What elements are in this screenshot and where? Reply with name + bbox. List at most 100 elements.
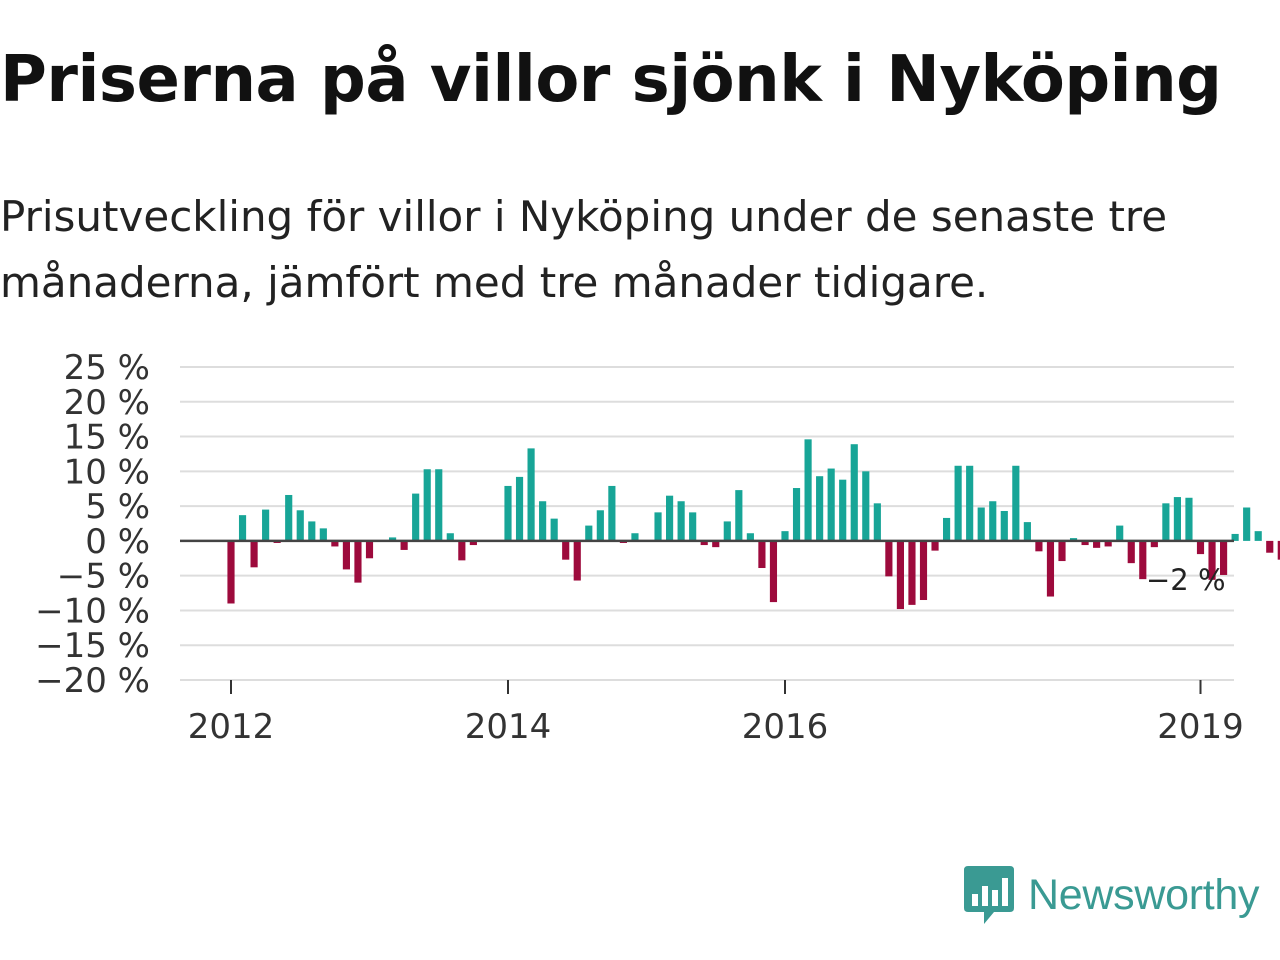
bar bbox=[527, 448, 535, 541]
y-tick-label: 0 % bbox=[85, 522, 150, 562]
bar bbox=[1058, 540, 1066, 562]
bar bbox=[389, 537, 397, 541]
bar bbox=[319, 528, 327, 541]
y-tick-label: 5 % bbox=[85, 487, 150, 527]
bar bbox=[331, 540, 339, 547]
bar bbox=[1127, 540, 1135, 564]
bar bbox=[954, 465, 962, 541]
bar bbox=[262, 509, 270, 541]
bar bbox=[989, 501, 997, 541]
gridlines bbox=[180, 366, 1234, 681]
bar bbox=[1046, 540, 1055, 597]
x-tick-label: 2014 bbox=[465, 707, 552, 747]
bar-series bbox=[227, 439, 1280, 610]
y-tick-label: 25 % bbox=[64, 348, 150, 388]
bar bbox=[1208, 540, 1216, 580]
bar bbox=[873, 503, 881, 541]
bar bbox=[1196, 540, 1205, 555]
bar bbox=[931, 540, 939, 551]
y-tick-label: 10 % bbox=[64, 452, 150, 492]
bar bbox=[723, 521, 731, 541]
bar bbox=[1116, 525, 1124, 541]
bar bbox=[1243, 507, 1251, 541]
bar bbox=[839, 479, 847, 541]
bar bbox=[573, 540, 581, 581]
bar bbox=[469, 540, 477, 546]
bar bbox=[308, 521, 316, 541]
bar bbox=[850, 444, 858, 541]
y-tick-label: −20 % bbox=[35, 661, 150, 701]
bar bbox=[827, 468, 835, 541]
bar bbox=[654, 512, 662, 541]
bar bbox=[238, 515, 247, 541]
bar bbox=[700, 540, 708, 546]
bar bbox=[1150, 540, 1158, 548]
bar bbox=[458, 540, 466, 561]
bar bbox=[1093, 540, 1101, 548]
bar bbox=[1231, 533, 1239, 541]
bar bbox=[585, 525, 593, 541]
bar bbox=[1000, 510, 1008, 541]
bar bbox=[1162, 503, 1170, 541]
bar bbox=[412, 493, 420, 541]
bar bbox=[908, 540, 916, 605]
bar bbox=[1012, 465, 1020, 541]
bar bbox=[631, 533, 639, 541]
brand-name: Newsworthy bbox=[1028, 870, 1260, 919]
bar bbox=[400, 540, 408, 550]
chart-subtitle: Prisutveckling för villor i Nyköping und… bbox=[0, 192, 1168, 307]
bar bbox=[285, 494, 293, 541]
y-tick-label: −10 % bbox=[35, 591, 150, 631]
bar bbox=[896, 540, 904, 610]
bar bbox=[758, 540, 766, 569]
bar bbox=[562, 540, 570, 560]
bar bbox=[919, 540, 928, 601]
bar bbox=[804, 439, 812, 541]
bar bbox=[1139, 540, 1147, 580]
bar bbox=[966, 465, 974, 541]
bar bbox=[792, 488, 801, 541]
bar-chart: 25 %20 %15 %10 %5 %0 %−5 %−10 %−15 %−20 … bbox=[35, 348, 1280, 747]
bar bbox=[365, 540, 374, 559]
bar bbox=[677, 501, 685, 541]
bar bbox=[446, 533, 454, 541]
bar bbox=[550, 518, 558, 541]
bar bbox=[735, 490, 743, 541]
bar bbox=[746, 533, 754, 541]
y-tick-label: −15 % bbox=[35, 626, 150, 666]
y-tick-label: −5 % bbox=[57, 557, 150, 597]
bar bbox=[608, 485, 616, 541]
bar bbox=[1254, 531, 1262, 541]
bar bbox=[943, 517, 951, 541]
bar bbox=[539, 501, 547, 541]
bar bbox=[515, 476, 524, 541]
bar bbox=[689, 512, 697, 541]
y-tick-label: 15 % bbox=[64, 418, 150, 458]
last-value-label: −2 % bbox=[1146, 563, 1226, 597]
bar bbox=[1220, 540, 1228, 575]
bar bbox=[596, 510, 604, 541]
bar bbox=[862, 471, 870, 541]
x-tick-label: 2016 bbox=[742, 707, 829, 747]
bar bbox=[885, 540, 893, 577]
bar bbox=[250, 540, 258, 568]
bar bbox=[666, 495, 674, 541]
bar bbox=[1023, 522, 1031, 541]
x-axis: 2012201420162019202120232025 bbox=[188, 680, 1244, 747]
newsworthy-logo-icon bbox=[964, 866, 1014, 924]
bar bbox=[504, 485, 512, 541]
bar bbox=[1035, 540, 1043, 552]
bar bbox=[781, 531, 789, 541]
bar bbox=[1069, 538, 1078, 541]
bar bbox=[354, 540, 362, 583]
x-tick-label: 2019 bbox=[1157, 707, 1244, 747]
bar bbox=[977, 507, 985, 541]
bar bbox=[1266, 540, 1274, 553]
x-tick-label: 2012 bbox=[188, 707, 275, 747]
bar bbox=[227, 540, 235, 604]
y-tick-label: 20 % bbox=[64, 383, 150, 423]
y-axis: 25 %20 %15 %10 %5 %0 %−5 %−10 %−15 %−20 … bbox=[35, 348, 150, 701]
bar bbox=[423, 469, 431, 541]
bar bbox=[1185, 497, 1193, 541]
bar bbox=[1173, 497, 1181, 541]
